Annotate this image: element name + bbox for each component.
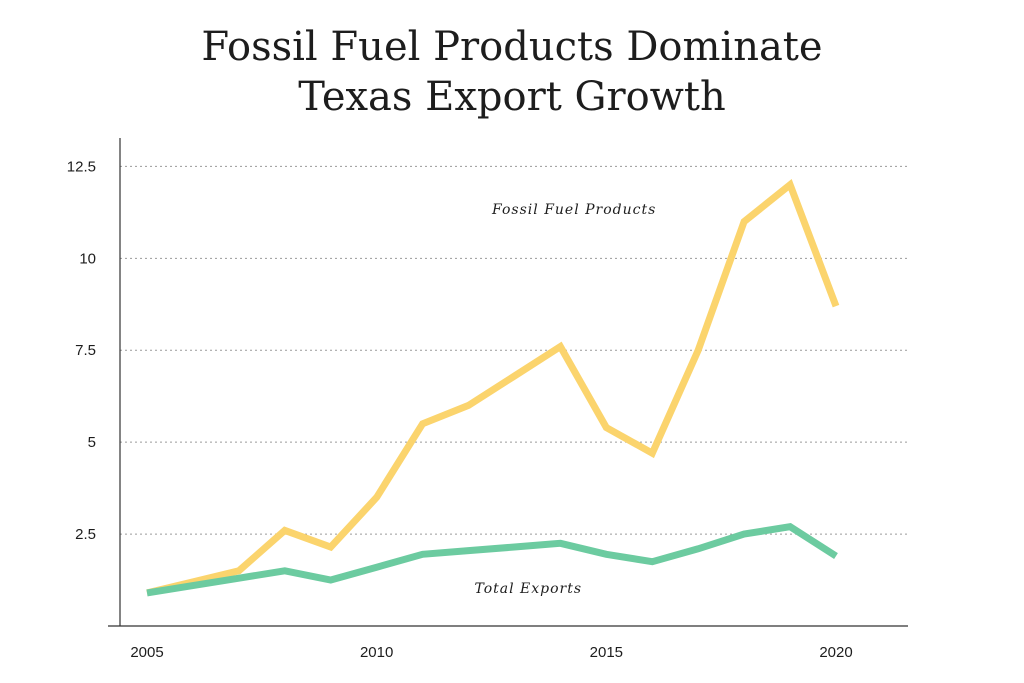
series-label: Total Exports	[474, 581, 582, 597]
series-line-fossil-fuel-products	[146, 179, 840, 597]
series-line-total-exports	[146, 523, 838, 597]
x-tick-label: 2005	[130, 644, 163, 661]
x-tick-label: 2015	[590, 644, 623, 661]
chart-title-line-1: Fossil Fuel Products Dominate	[201, 24, 823, 70]
series-label: Fossil Fuel Products	[491, 202, 656, 218]
y-tick-label: 12.5	[67, 158, 96, 175]
y-tick-label: 10	[79, 250, 96, 267]
x-tick-label: 2020	[819, 644, 852, 661]
chart-title-line-2: Texas Export Growth	[298, 74, 726, 120]
y-tick-label: 5	[88, 434, 96, 451]
y-tick-label: 2.5	[75, 526, 96, 543]
chart-title: Fossil Fuel Products Dominate Texas Expo…	[0, 22, 1024, 122]
y-tick-label: 7.5	[75, 342, 96, 359]
x-tick-label: 2010	[360, 644, 393, 661]
